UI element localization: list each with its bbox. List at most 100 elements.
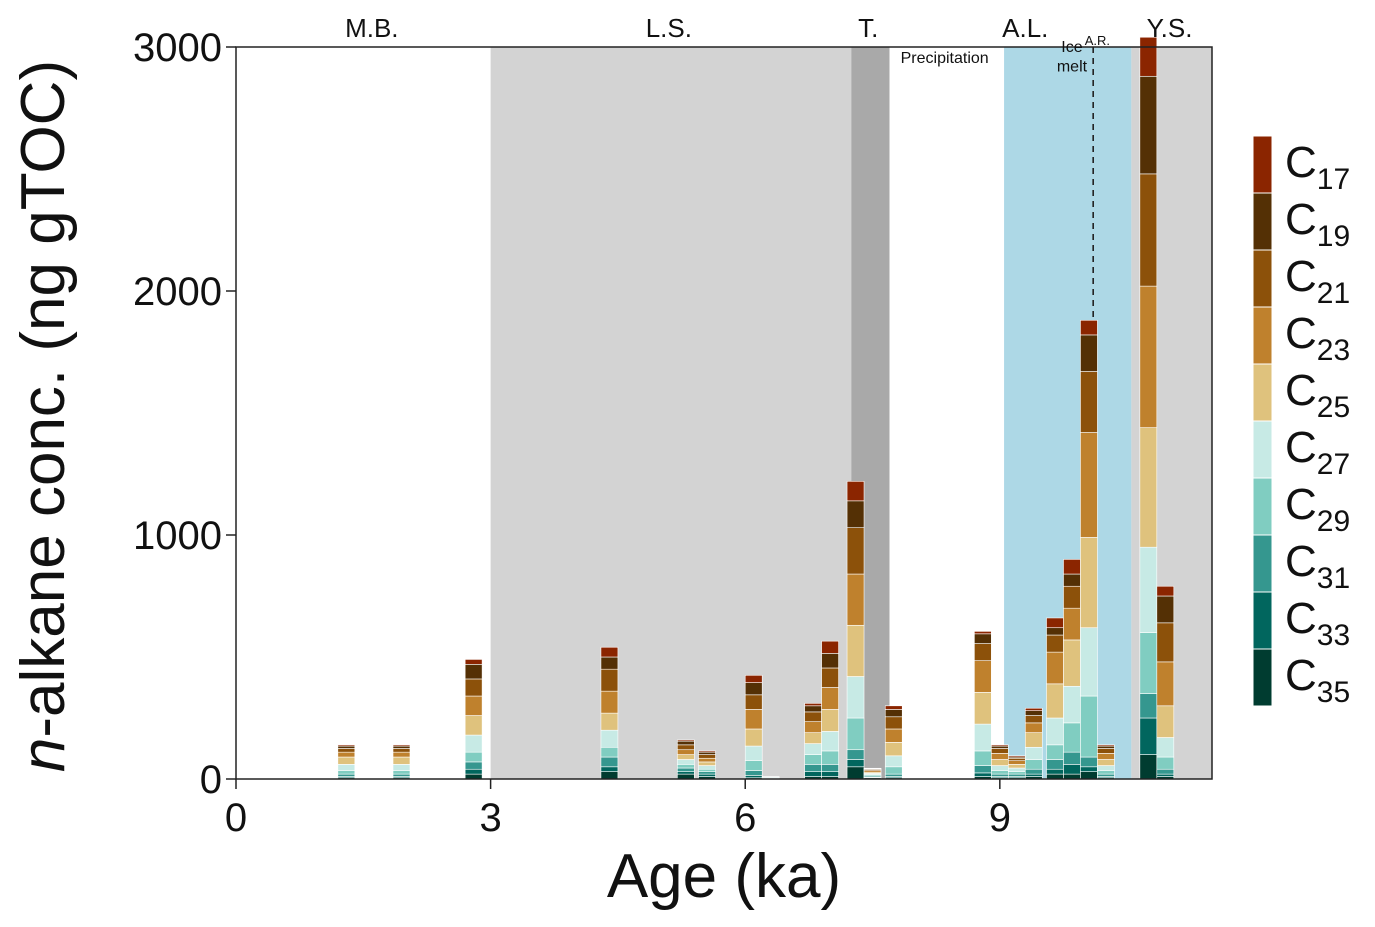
legend-label-base: C: [1285, 138, 1317, 187]
bar-8-C29: [804, 754, 822, 765]
bar-12-C25: [884, 742, 903, 757]
bar-10-C23: [846, 573, 865, 626]
bar-20-C31: [1097, 773, 1115, 777]
bar-9-C23: [821, 687, 839, 710]
bar-2-C31: [464, 761, 483, 770]
bar-3-C19: [600, 656, 619, 670]
y-axis-title: n-alkane conc. (ng gTOC): [9, 60, 78, 772]
bar-10-C19: [846, 500, 865, 528]
legend-swatch-C33: [1252, 591, 1273, 650]
bar-5-C33: [698, 773, 716, 777]
bar-18-C19: [1063, 573, 1081, 587]
bar-5-C27: [698, 765, 716, 770]
bar-5-C19: [698, 751, 716, 755]
bar-14-C27: [991, 765, 1009, 771]
bar-4-C25: [677, 754, 695, 760]
bar-0-C19: [337, 745, 356, 749]
bar-15-C23: [1008, 760, 1026, 765]
bar-21-C19: [1139, 75, 1158, 175]
bar-1-C23: [392, 751, 411, 758]
bar-12-C17: [884, 705, 903, 710]
legend-label-C29: C29: [1285, 480, 1350, 538]
bar-22-C29: [1156, 756, 1175, 770]
legend-label-subscript: 35: [1317, 676, 1350, 709]
bar-7-C23: [761, 776, 780, 778]
bar-8-C27: [804, 743, 822, 755]
period-label-3: A.L.: [1002, 13, 1048, 43]
bar-22-C31: [1156, 768, 1175, 775]
bar-6-C33: [744, 775, 763, 779]
bar-21-C27: [1139, 546, 1158, 633]
bar-18-C31: [1063, 751, 1081, 765]
bar-0-C29: [337, 770, 356, 775]
bar-22-C25: [1156, 705, 1175, 738]
legend-label-C27: C27: [1285, 423, 1350, 481]
bar-16-C27: [1024, 746, 1043, 760]
bar-22-C27: [1156, 737, 1175, 758]
bar-19-C25: [1080, 537, 1098, 629]
bar-4-C29: [677, 764, 695, 769]
bar-22-C21: [1156, 622, 1175, 663]
bar-16-C23: [1024, 722, 1043, 733]
bar-14-C19: [991, 745, 1009, 749]
bar-6-C29: [744, 760, 763, 771]
bar-11-C17: [863, 767, 882, 770]
bar-18-C29: [1063, 722, 1081, 753]
bar-12-C19: [884, 709, 903, 718]
bar-22-C23: [1156, 661, 1175, 707]
bar-0-C21: [337, 748, 356, 753]
bar-21-C31: [1139, 693, 1158, 719]
period-band-1: [490, 47, 852, 779]
bar-6-C25: [744, 728, 763, 747]
bar-19-C29: [1080, 695, 1098, 758]
bar-9-C33: [821, 771, 839, 777]
bar-16-C31: [1024, 768, 1043, 775]
bar-4-C19: [677, 740, 695, 746]
annotation-0: Precipitation: [901, 50, 989, 67]
bar-20-C21: [1097, 748, 1115, 754]
annotation-2: melt: [1057, 58, 1088, 75]
bar-15-C21: [1008, 757, 1026, 762]
bar-17-C29: [1046, 744, 1064, 760]
bar-1-C19: [392, 745, 411, 749]
bar-15-C17: [1008, 755, 1026, 758]
bar-19-C35: [1080, 771, 1098, 780]
bar-22-C19: [1156, 595, 1175, 624]
bar-21-C29: [1139, 632, 1158, 694]
bar-16-C19: [1024, 710, 1043, 716]
legend-label-subscript: 21: [1317, 277, 1350, 310]
bar-4-C31: [677, 767, 695, 772]
bar-19-C21: [1080, 371, 1098, 433]
bar-20-C17: [1097, 744, 1115, 747]
bar-20-C29: [1097, 770, 1115, 775]
bar-10-C29: [846, 717, 865, 751]
legend-swatch-C25: [1252, 363, 1273, 422]
bar-10-C21: [846, 527, 865, 575]
bar-15-C25: [1008, 764, 1026, 769]
bar-4-C33: [677, 771, 695, 775]
legend-label-subscript: 31: [1317, 562, 1350, 595]
bar-19-C27: [1080, 627, 1098, 697]
bar-2-C27: [464, 734, 483, 753]
legend-label-subscript: 29: [1317, 505, 1350, 538]
bar-6-C23: [744, 709, 763, 730]
bar-13-C33: [974, 772, 992, 777]
legend-label-C23: C23: [1285, 309, 1350, 367]
bar-13-C17: [974, 631, 992, 635]
legend-label-base: C: [1285, 252, 1317, 301]
legend-label-C31: C31: [1285, 537, 1350, 595]
legend-swatch-C23: [1252, 306, 1273, 365]
axes: 0 3 6 9 0 1000 2000 3000: [133, 26, 1011, 840]
bar-9-C21: [821, 667, 839, 688]
bar-3-C27: [600, 729, 619, 748]
bar-20-C19: [1097, 745, 1115, 749]
legend-label-base: C: [1285, 423, 1317, 472]
annotation-1: Ice: [1061, 39, 1082, 56]
bar-12-C29: [884, 766, 903, 775]
bar-16-C21: [1024, 715, 1043, 724]
bar-1-C31: [392, 773, 411, 777]
bar-17-C21: [1046, 634, 1064, 653]
bar-9-C19: [821, 653, 839, 669]
bar-22-C17: [1156, 585, 1175, 597]
